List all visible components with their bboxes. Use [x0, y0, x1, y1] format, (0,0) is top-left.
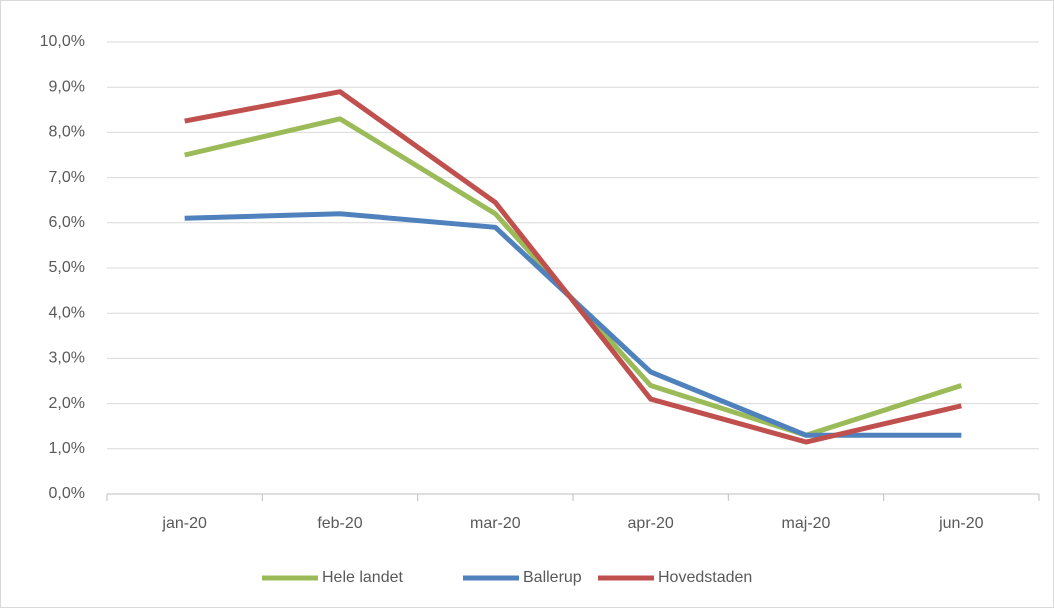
y-tick-label: 0,0% [49, 485, 85, 502]
y-tick-label: 9,0% [49, 78, 85, 95]
y-tick-label: 7,0% [49, 169, 85, 186]
y-tick-label: 5,0% [49, 259, 85, 276]
legend-label: Hovedstaden [658, 569, 752, 586]
x-tick-label: jan-20 [161, 515, 207, 532]
series-line [184, 89, 962, 445]
x-tick-label: maj-20 [782, 515, 831, 532]
y-tick-label: 10,0% [40, 33, 85, 50]
y-tick-label: 8,0% [49, 124, 85, 141]
y-tick-label: 6,0% [49, 214, 85, 231]
y-tick-label: 2,0% [49, 395, 85, 412]
x-tick-label: jun-20 [938, 515, 984, 532]
y-tick-label: 4,0% [49, 304, 85, 321]
legend-label: Ballerup [523, 569, 582, 586]
x-tick-label: apr-20 [628, 515, 674, 532]
legend-label: Hele landet [322, 569, 404, 586]
x-tick-label: feb-20 [317, 515, 362, 532]
y-tick-label: 1,0% [49, 440, 85, 457]
x-tick-label: mar-20 [470, 515, 521, 532]
y-tick-label: 3,0% [49, 350, 85, 367]
